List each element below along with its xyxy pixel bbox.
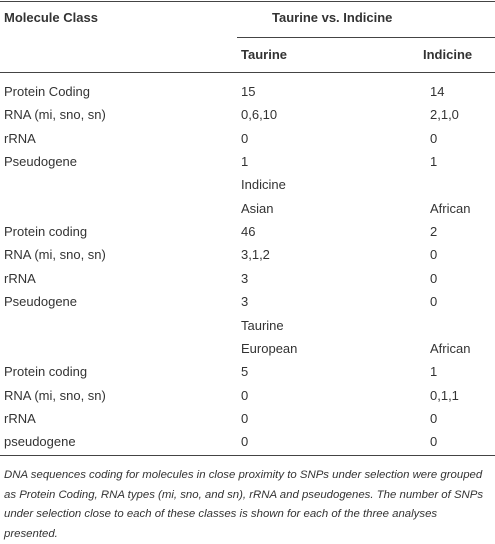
table-cell: RNA (mi, sno, sn) [4, 107, 106, 123]
table-cell: 0 [241, 387, 249, 403]
table-cell: 3 [241, 270, 249, 286]
table-cell: rRNA [4, 130, 36, 146]
table-cell: Taurine [241, 317, 284, 333]
table-cell: pseudogene [4, 434, 76, 450]
table-cell: Protein Coding [4, 84, 90, 99]
top-rule [0, 1, 495, 2]
table-cell: Indicine [241, 177, 286, 193]
table-cell: 3 [241, 294, 249, 310]
table-cell: 1 [430, 154, 438, 170]
header-cell: Molecule Class [4, 10, 98, 25]
bottom-rule [0, 455, 495, 456]
table-cell: Pseudogene [4, 294, 78, 310]
table-cell: 0,1,1 [430, 387, 459, 403]
table-cell: 0 [241, 434, 249, 450]
table-cell: Protein coding [4, 364, 88, 380]
table-cell: African [430, 200, 471, 216]
table-cell: 1 [430, 364, 438, 380]
table-cell: 0 [430, 247, 438, 263]
table-cell: RNA (mi, sno, sn) [4, 387, 106, 403]
table-cell: 0 [430, 410, 438, 426]
table-cell: 5 [241, 364, 249, 380]
subheader-cell: Taurine [241, 47, 287, 62]
table-cell: 15 [241, 84, 256, 99]
table-cell: 2,1,0 [430, 107, 459, 123]
group-rule [237, 37, 495, 38]
caption: DNA sequences coding for molecules in cl… [4, 469, 484, 540]
group-header: Taurine vs. Indicine [272, 10, 393, 25]
table-cell: 46 [241, 224, 256, 240]
table-cell: Protein coding [4, 224, 88, 240]
table-cell: 0,6,10 [241, 107, 278, 123]
header-rule [0, 72, 495, 73]
table-cell: 0 [241, 130, 249, 146]
table-cell: 3,1,2 [241, 247, 270, 263]
table-cell: 0 [430, 434, 438, 450]
table-cell: African [430, 340, 471, 356]
table-cell: Pseudogene [4, 154, 78, 170]
table-cell: 0 [430, 294, 438, 310]
table-cell: rRNA [4, 270, 36, 286]
table-cell: European [241, 340, 298, 356]
table-cell: 1 [241, 154, 249, 170]
table-cell: 2 [430, 224, 438, 240]
table-cell: rRNA [4, 410, 36, 426]
table-cell: RNA (mi, sno, sn) [4, 247, 106, 263]
table-cell: Asian [241, 200, 274, 216]
table-cell: 0 [430, 270, 438, 286]
table-cell: 14 [430, 84, 445, 99]
subheader-cell: Indicine [423, 47, 473, 62]
table-cell: 0 [241, 410, 249, 426]
table-cell: 0 [430, 130, 438, 146]
